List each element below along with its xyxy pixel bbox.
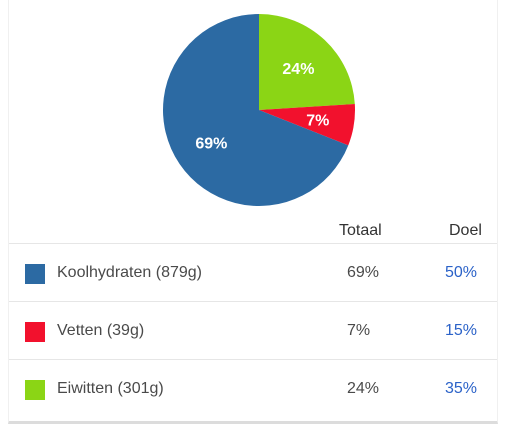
macros-pie-chart: 24% 7% 69% xyxy=(163,14,355,206)
proteins-total: 24% xyxy=(347,380,380,397)
pie-label-eiwitten: 24% xyxy=(282,61,314,78)
pie-slice-koolhydraten xyxy=(163,14,349,206)
carbs-color-swatch xyxy=(25,264,45,284)
pie-slice-eiwitten xyxy=(259,14,355,110)
fats-color-swatch xyxy=(25,322,45,342)
fats-label: Vetten (39g) xyxy=(57,322,145,339)
table-row-carbs: Koolhydraten (879g) 69% 50% xyxy=(9,243,497,302)
proteins-goal: 35% xyxy=(444,380,477,397)
fats-goal: 15% xyxy=(444,322,477,339)
fats-total: 7% xyxy=(347,322,371,339)
carbs-goal: 50% xyxy=(444,264,477,281)
proteins-color-swatch xyxy=(25,380,45,400)
pie-label-vetten: 7% xyxy=(306,112,329,129)
carbs-total: 69% xyxy=(347,264,380,281)
pie-label-koolhydraten: 69% xyxy=(195,135,227,152)
goal-column-header: Doel xyxy=(449,222,482,239)
pie-slice-vetten xyxy=(259,103,355,146)
macros-card: 24% 7% 69% Totaal Doel Koolhydraten (879g)… xyxy=(8,0,498,424)
table-row-proteins: Eiwitten (301g) 24% 35% xyxy=(9,359,497,418)
table-row-fats: Vetten (39g) 7% 15% xyxy=(9,301,497,360)
proteins-label: Eiwitten (301g) xyxy=(57,380,164,397)
carbs-label: Koolhydraten (879g) xyxy=(57,264,202,281)
total-column-header: Totaal xyxy=(339,222,382,239)
